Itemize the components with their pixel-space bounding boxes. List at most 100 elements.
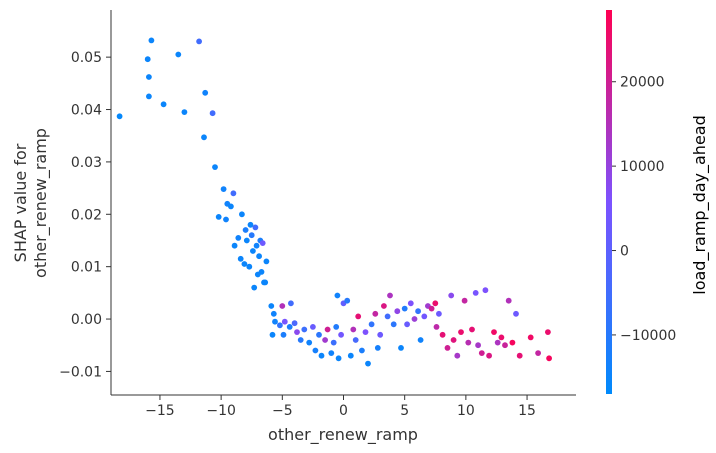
data-point-40: [261, 279, 267, 286]
data-point-44: [288, 300, 294, 307]
data-point-27: [253, 242, 260, 249]
data-point-83: [387, 292, 393, 299]
x-tick-label: 15: [518, 403, 536, 419]
y-axis-label: SHAP value for other_renew_ramp: [11, 128, 51, 278]
data-point-118: [509, 339, 516, 346]
data-point-53: [297, 337, 304, 343]
data-point-0: [116, 113, 123, 120]
data-point-43: [279, 303, 286, 309]
data-point-9: [202, 89, 209, 96]
data-point-66: [338, 331, 344, 338]
x-tick-label: −5: [272, 403, 293, 419]
data-point-87: [401, 305, 408, 312]
data-point-81: [381, 303, 387, 309]
data-point-65: [335, 355, 342, 362]
data-point-103: [454, 352, 461, 359]
data-point-57: [312, 347, 319, 354]
data-point-45: [272, 318, 278, 325]
data-point-13: [220, 186, 227, 193]
x-tick-label: 5: [400, 403, 409, 419]
data-point-60: [322, 337, 328, 343]
data-point-32: [237, 255, 244, 262]
data-point-39: [251, 284, 258, 291]
data-point-123: [545, 329, 551, 335]
data-point-102: [450, 337, 457, 343]
y-tick-label: 0.02: [71, 207, 102, 223]
colorbar-ticks: −10000 0 10000 20000: [612, 75, 676, 344]
data-point-33: [263, 258, 270, 265]
data-point-101: [448, 292, 455, 299]
colorbar-tick-label: −10000: [620, 328, 676, 344]
data-point-99: [439, 331, 446, 338]
data-point-61: [324, 326, 331, 333]
data-point-100: [444, 345, 451, 351]
data-point-82: [384, 313, 391, 320]
data-point-20: [247, 221, 254, 228]
y-tick-label: −0.01: [59, 364, 102, 380]
scatter-points: [116, 37, 552, 367]
data-point-22: [242, 227, 249, 233]
data-point-12: [212, 164, 218, 171]
data-point-19: [223, 216, 229, 223]
data-point-56: [310, 324, 316, 330]
data-point-3: [146, 74, 152, 80]
data-point-6: [175, 51, 182, 58]
data-point-62: [328, 350, 335, 356]
data-point-95: [428, 305, 435, 312]
y-tick-label: 0.00: [71, 312, 102, 328]
data-point-74: [359, 347, 365, 354]
data-point-31: [256, 253, 262, 260]
data-point-23: [248, 232, 255, 239]
data-point-59: [318, 352, 325, 359]
colorbar-tick-label: 20000: [620, 75, 665, 91]
data-point-7: [181, 109, 188, 115]
data-point-69: [344, 297, 351, 304]
x-tick-label: −15: [145, 403, 175, 419]
colorbar-tick-label: 0: [620, 244, 629, 260]
y-axis-label-line-1: SHAP value for: [11, 143, 30, 262]
data-point-8: [196, 38, 203, 45]
data-point-16: [228, 203, 234, 210]
data-point-51: [280, 331, 287, 338]
data-point-116: [502, 342, 508, 349]
x-tick-label: 10: [457, 403, 475, 419]
data-point-90: [411, 316, 418, 322]
y-tick-label: 0.05: [71, 50, 102, 66]
y-tick-label: 0.03: [71, 155, 102, 171]
data-point-75: [362, 329, 369, 335]
x-axis-ticks: −15 −10 −5 0 5 10 15: [145, 395, 536, 419]
data-point-120: [516, 352, 523, 359]
data-point-91: [415, 308, 421, 315]
y-tick-label: 0.01: [71, 260, 102, 276]
data-point-86: [398, 345, 404, 351]
data-point-97: [433, 324, 440, 330]
data-point-52: [294, 329, 300, 335]
data-point-47: [281, 318, 288, 325]
data-point-124: [546, 355, 552, 362]
y-axis-ticks: −0.01 0.00 0.01 0.02 0.03 0.04 0.05: [59, 50, 111, 380]
data-point-21: [252, 224, 259, 231]
data-point-71: [350, 326, 357, 333]
colorbar-label: load_ramp_day_ahead: [690, 115, 710, 295]
colorbar: [606, 10, 612, 394]
data-point-112: [486, 352, 492, 359]
y-tick-label: 0.04: [71, 103, 102, 119]
data-point-108: [472, 290, 479, 296]
data-point-54: [301, 326, 308, 333]
data-point-37: [254, 271, 261, 278]
data-point-122: [535, 350, 541, 356]
data-point-93: [421, 313, 428, 320]
data-point-50: [269, 331, 276, 338]
colorbar-tick-label: 10000: [620, 159, 665, 175]
data-point-68: [334, 292, 341, 299]
data-point-35: [241, 261, 248, 267]
data-point-77: [368, 321, 375, 328]
data-point-89: [407, 300, 414, 307]
data-point-49: [291, 320, 298, 327]
x-tick-label: 0: [339, 403, 348, 419]
data-point-30: [250, 248, 256, 254]
data-point-80: [377, 331, 384, 338]
data-point-107: [469, 326, 475, 333]
data-point-113: [491, 329, 497, 335]
